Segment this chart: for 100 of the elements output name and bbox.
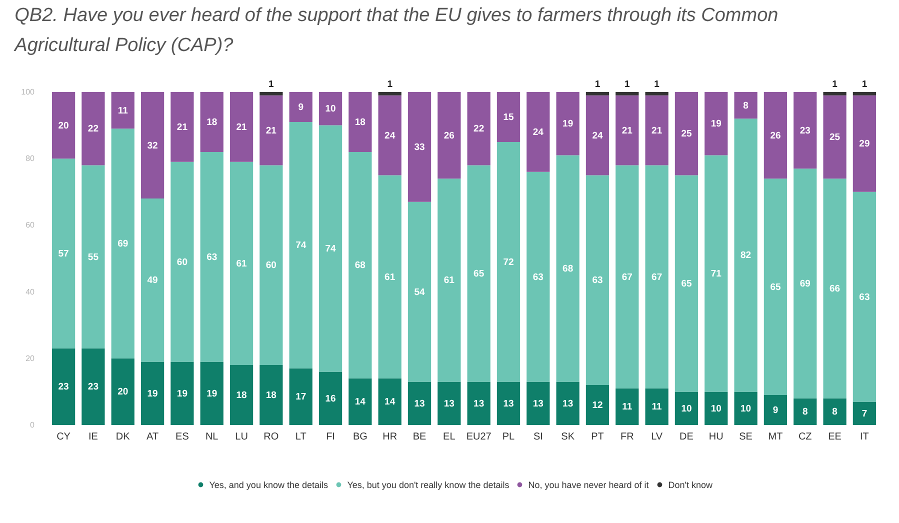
bar <box>586 385 610 425</box>
x-tick-label: SK <box>561 432 575 442</box>
data-label: 65 <box>770 282 782 293</box>
x-tick-label: IE <box>88 432 98 442</box>
bar <box>140 198 164 362</box>
bar <box>348 378 372 425</box>
y-tick-label: 40 <box>26 287 36 296</box>
data-label: 61 <box>384 272 396 283</box>
data-label: 23 <box>800 125 810 136</box>
bar <box>200 92 224 152</box>
data-label: 1 <box>654 79 660 90</box>
y-tick-label: 60 <box>26 220 36 230</box>
bar <box>674 175 698 392</box>
data-label: 61 <box>444 275 456 286</box>
bar <box>674 392 698 425</box>
data-label: 1 <box>624 79 631 90</box>
y-tick-label: 20 <box>26 354 36 363</box>
y-tick-label: 0 <box>30 420 36 430</box>
data-label: 69 <box>800 278 810 290</box>
y-tick-label: 80 <box>26 154 36 164</box>
data-label: 13 <box>474 398 484 410</box>
x-tick-label: EL <box>443 432 456 442</box>
data-label: 57 <box>58 248 69 260</box>
data-label: 18 <box>236 390 247 402</box>
data-label: 23 <box>88 382 98 393</box>
bar <box>794 168 817 398</box>
data-label: 21 <box>176 122 188 133</box>
bar <box>852 402 876 425</box>
bar <box>260 95 283 166</box>
data-label: 66 <box>830 283 840 294</box>
x-tick-label: SI <box>533 432 543 442</box>
data-label: 63 <box>206 252 218 263</box>
bar <box>496 382 520 425</box>
bar <box>704 92 728 156</box>
x-tick-label: RO <box>264 432 279 442</box>
data-label: 22 <box>88 124 98 135</box>
bar <box>348 92 372 152</box>
data-label: 23 <box>58 382 69 393</box>
data-label: 12 <box>592 400 603 412</box>
bar <box>496 142 520 382</box>
bar <box>52 348 76 425</box>
x-tick-label: HR <box>382 432 398 442</box>
x-tick-label: CY <box>56 432 71 442</box>
x-tick-label: EE <box>828 432 842 442</box>
data-label: 63 <box>859 292 870 303</box>
x-tick-label: BE <box>412 432 426 442</box>
x-tick-label: SE <box>739 432 753 442</box>
bar <box>260 165 283 366</box>
data-label: 1 <box>832 79 838 90</box>
data-label: 74 <box>296 240 307 252</box>
bar <box>645 92 668 96</box>
bar <box>556 382 580 425</box>
data-label: 7 <box>862 408 868 420</box>
bar <box>823 92 846 96</box>
bar <box>82 348 105 425</box>
bar <box>348 152 372 378</box>
bar <box>52 92 76 159</box>
bar <box>289 92 312 122</box>
data-label: 8 <box>802 406 808 418</box>
bar <box>764 395 788 425</box>
bar <box>704 392 728 425</box>
bar <box>438 178 461 382</box>
bar <box>408 382 432 425</box>
data-label: 10 <box>740 403 752 414</box>
data-label: 24 <box>384 130 396 142</box>
data-label: 65 <box>681 278 692 290</box>
bar <box>645 95 668 166</box>
y-tick-label: 100 <box>21 88 36 96</box>
data-label: 68 <box>354 260 366 272</box>
data-label: 72 <box>503 256 514 268</box>
x-tick-label: FR <box>620 432 634 442</box>
bar <box>140 362 164 425</box>
legend-label: Yes, and you know the details <box>209 480 328 490</box>
bar <box>467 92 490 166</box>
data-label: 11 <box>118 105 129 116</box>
data-label: 67 <box>622 272 632 283</box>
x-tick-label: LT <box>295 432 306 442</box>
data-label: 8 <box>832 406 838 418</box>
bar <box>794 92 817 169</box>
bar <box>764 92 788 179</box>
x-tick-label: LV <box>651 432 663 442</box>
data-label: 21 <box>622 125 634 136</box>
bar <box>556 155 580 382</box>
x-tick-label: ES <box>176 432 190 442</box>
data-label: 63 <box>592 275 603 286</box>
data-label: 11 <box>652 402 663 413</box>
chart-title: QB2. Have you ever heard of the support that the EU gives to farmers through its Common Agricultural Policy (CAP)? <box>14 5 778 56</box>
data-label: 61 <box>236 258 248 270</box>
bar <box>823 95 846 179</box>
x-tick-label: FI <box>326 432 335 442</box>
data-label: 21 <box>652 125 663 136</box>
bar <box>260 365 283 425</box>
bar <box>408 202 432 382</box>
data-label: 24 <box>592 130 604 142</box>
data-label: 29 <box>859 138 870 150</box>
x-tick-label: BG <box>352 432 368 442</box>
x-tick-label: CZ <box>798 432 812 442</box>
data-label: 9 <box>772 405 778 416</box>
bar <box>111 358 134 425</box>
data-label: 19 <box>147 388 158 400</box>
